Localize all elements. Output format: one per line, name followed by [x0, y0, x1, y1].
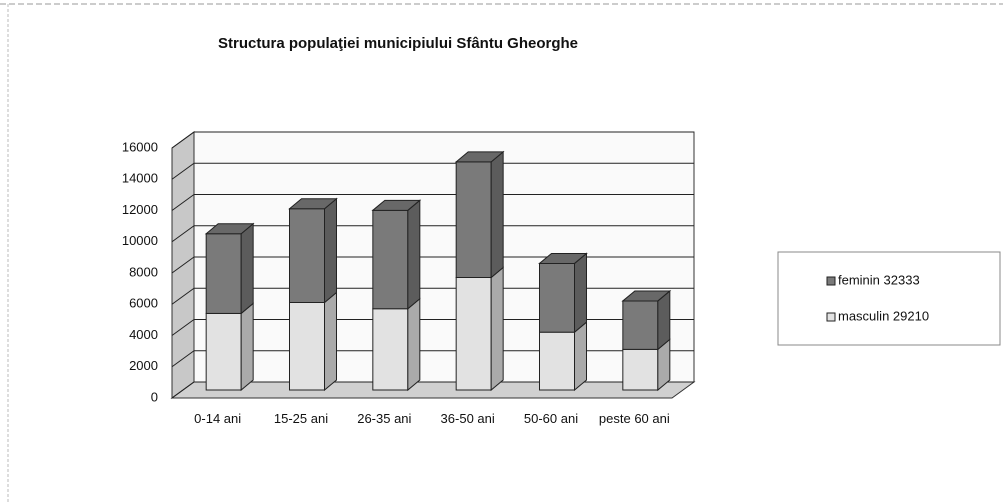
- legend-box: [777, 251, 1001, 346]
- bar-side: [407, 199, 421, 310]
- y-tick-label: 0: [151, 389, 158, 404]
- y-tick-label: 16000: [122, 139, 158, 154]
- bar-side: [574, 252, 587, 334]
- bar: [205, 312, 242, 391]
- y-tick-label: 8000: [129, 264, 158, 279]
- y-tick-label: 2000: [129, 358, 158, 373]
- bar: [539, 331, 575, 391]
- bar-top: [454, 151, 505, 163]
- bar-side: [324, 197, 337, 304]
- legend-label: feminin 32333: [838, 272, 920, 287]
- y-tick-label: 10000: [122, 233, 158, 248]
- bar-side: [407, 297, 421, 392]
- bar: [622, 348, 659, 391]
- bar: [539, 262, 575, 333]
- y-tick-label: 6000: [129, 296, 158, 311]
- grid-line: [171, 319, 195, 336]
- grid-line: [171, 256, 195, 274]
- grid-line: [171, 381, 195, 399]
- legend-swatch: [826, 276, 836, 286]
- bar-top: [621, 290, 672, 302]
- bar: [455, 161, 492, 278]
- y-tick-label: 12000: [122, 202, 158, 217]
- x-tick-label: 36-50 ani: [440, 411, 495, 426]
- x-tick-label: 0-14 ani: [194, 411, 242, 426]
- x-tick-label: peste 60 ani: [598, 411, 670, 426]
- bar: [289, 302, 325, 391]
- bar-side: [490, 266, 504, 392]
- legend-label: masculin 29210: [838, 308, 929, 323]
- bar-top: [204, 223, 255, 235]
- bar-side: [574, 321, 587, 392]
- grid-line: [171, 194, 195, 211]
- grid-line: [171, 162, 195, 180]
- bar: [372, 308, 409, 391]
- bar: [289, 208, 325, 303]
- grid-line: [171, 131, 195, 149]
- x-tick-label: 26-35 ani: [357, 411, 412, 426]
- chart-title: Structura populaţiei municipiului Sfântu…: [218, 35, 578, 52]
- bar-top: [288, 198, 338, 210]
- y-tick-label: 4000: [129, 327, 158, 342]
- grid-line: [171, 225, 195, 243]
- grid-line: [171, 287, 195, 305]
- bar-side: [324, 291, 337, 392]
- x-tick-label: 50-60 ani: [523, 411, 579, 426]
- y-tick-label: 14000: [122, 171, 158, 186]
- x-tick-label: 15-25 ani: [273, 411, 329, 426]
- bar-side: [490, 150, 504, 279]
- bar-top: [538, 252, 588, 264]
- bar: [622, 300, 659, 350]
- bar-side: [240, 302, 254, 392]
- bar: [372, 209, 409, 310]
- grid-line: [171, 350, 195, 368]
- bar-side: [240, 222, 254, 315]
- bar-top: [371, 199, 422, 211]
- bar: [455, 277, 492, 391]
- floor: [170, 381, 696, 399]
- bar: [205, 233, 242, 314]
- legend-swatch: [826, 312, 836, 322]
